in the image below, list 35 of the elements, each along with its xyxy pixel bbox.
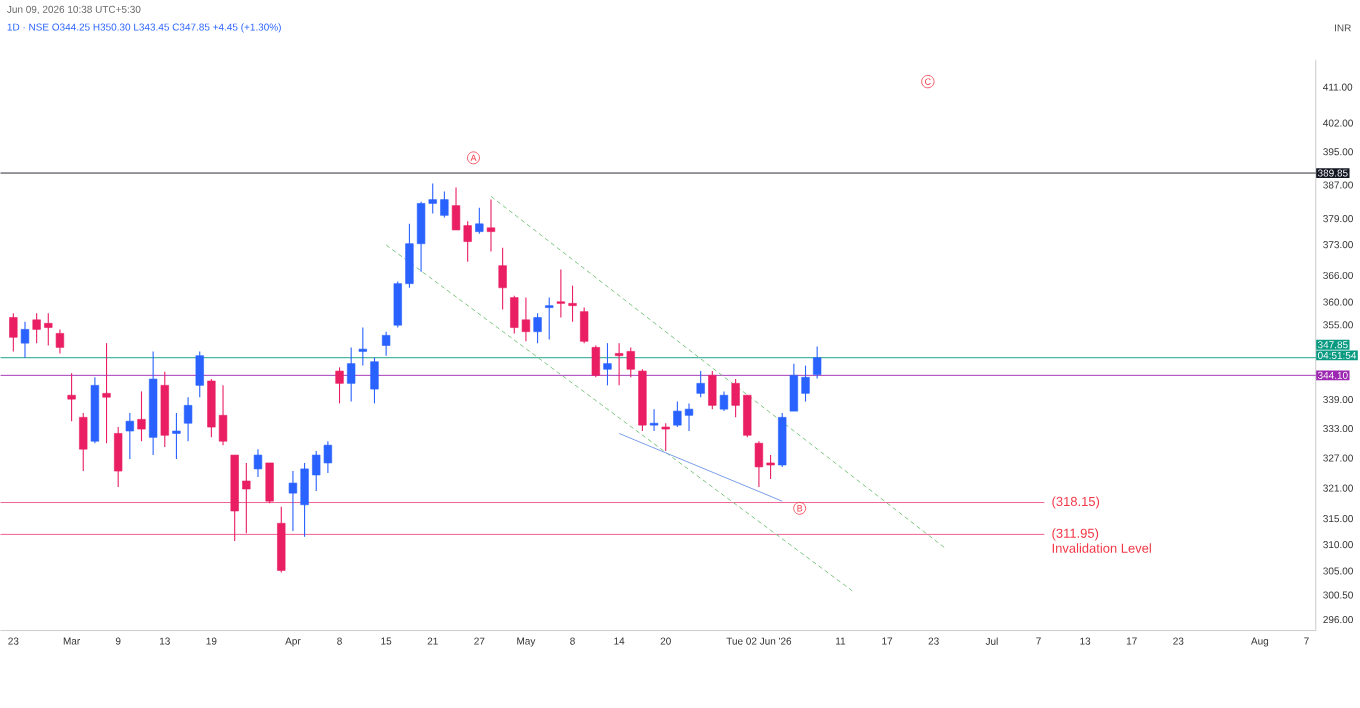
candlestick [20,320,30,358]
candlestick [183,396,193,442]
candlestick [708,370,717,410]
candlestick [591,344,600,378]
candlestick [498,246,507,310]
candlestick [696,370,705,398]
candlestick [55,328,65,354]
candlestick [486,198,496,252]
candlestick [277,506,286,573]
candlestick [79,412,88,472]
candlestick [253,448,263,478]
candlestick [347,346,356,402]
candlestick [358,326,367,366]
candlestick [545,296,554,340]
candlestick [265,462,274,504]
candlestick [335,366,344,404]
candlestick [114,426,123,488]
candlestick [67,372,76,422]
candlestick [102,342,111,444]
candlestick [661,422,670,452]
candlestick [603,342,612,386]
candlestick [381,330,391,357]
candlestick [813,345,822,379]
candlestick [195,350,204,398]
candlestick [9,312,18,352]
candlestick [137,390,146,442]
candlestick [649,408,659,432]
candlestick [533,312,542,344]
candlestick [370,356,379,404]
candlestick [580,306,589,344]
candlestick [172,412,181,460]
candlestick [719,390,729,412]
candlestick [778,412,787,468]
candlestick [125,412,134,460]
candlestick [475,206,484,235]
